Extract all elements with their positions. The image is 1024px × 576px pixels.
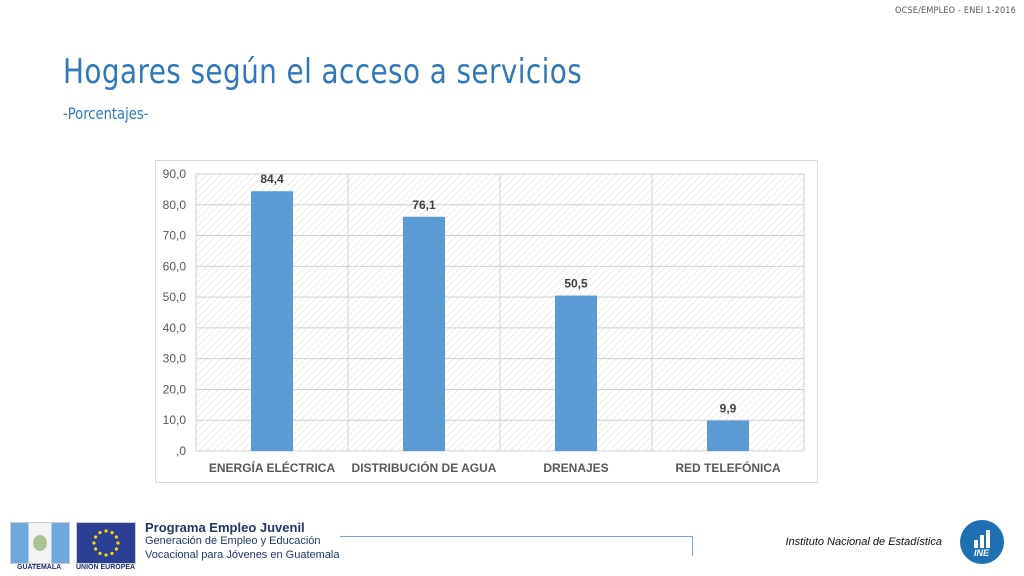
y-tick-label: 60,0 [163,259,187,273]
footer-divider-drop [692,536,693,556]
guatemala-label: GUATEMALA [17,564,62,571]
y-tick-label: 40,0 [163,321,187,335]
footer-bar: GUATEMALA UNIÓN EUROPEA Programa Empleo … [0,514,1024,576]
y-tick-label: 50,0 [163,290,187,304]
category-dividers [195,174,805,451]
footer-divider [340,536,692,537]
x-tick-label: DISTRIBUCIÓN DE AGUA [352,460,497,475]
header-reference: OCSE/EMPLEO - ENEI 1-2016 [895,6,1016,16]
x-axis-ticks: ENERGÍA ELÉCTRICA DISTRIBUCIÓN DE AGUA DRE… [209,460,781,475]
y-tick-label: 20,0 [163,382,187,396]
y-tick-label: 80,0 [163,198,187,212]
chart-frame: ,0 10,0 20,0 30,0 40,0 50,0 60,0 70,0 80,0 90,0 8… [155,160,818,483]
program-title: Programa Empleo Juvenil [145,520,305,535]
ine-logo-icon: INE [960,520,1004,564]
data-labels: 84,4 76,1 50,5 9,9 [260,172,736,415]
ine-bars-icon [974,530,990,548]
y-axis-ticks: ,0 10,0 20,0 30,0 40,0 50,0 60,0 70,0 80,0 90,0 [163,167,187,458]
eu-stars-icon [92,529,120,557]
x-tick-label: RED TELEFÓNICA [675,460,781,475]
institution-name: Instituto Nacional de Estadística [785,536,942,548]
slide-subtitle: -Porcentajes- [63,104,149,123]
guatemala-flag-icon [10,522,70,564]
ine-logo-text: INE [974,548,990,558]
slide-title: Hogares según el acceso a servicios [63,52,583,92]
bar-chart: ,0 10,0 20,0 30,0 40,0 50,0 60,0 70,0 80,0 90,0 8… [163,167,805,475]
y-tick-label: 10,0 [163,413,187,427]
program-line-2: Vocacional para Jóvenes en Guatemala [145,549,340,561]
y-tick-label: ,0 [176,444,186,458]
y-tick-label: 90,0 [163,167,187,181]
x-tick-label: DRENAJES [543,461,608,475]
bar [251,191,293,452]
data-label: 9,9 [720,402,737,416]
y-tick-label: 30,0 [163,352,187,366]
coat-of-arms-icon [33,535,47,551]
bar [403,216,445,451]
eu-flag-icon [76,522,136,564]
bars [251,191,749,452]
data-label: 84,4 [260,172,284,186]
program-line-1: Generación de Empleo y Educación [145,535,321,547]
y-tick-label: 70,0 [163,229,187,243]
data-label: 76,1 [412,198,436,212]
data-label: 50,5 [564,277,588,291]
x-tick-label: ENERGÍA ELÉCTRICA [209,460,336,475]
bar [555,295,597,451]
bar [707,420,749,451]
eu-label: UNIÓN EUROPEA [76,564,136,571]
